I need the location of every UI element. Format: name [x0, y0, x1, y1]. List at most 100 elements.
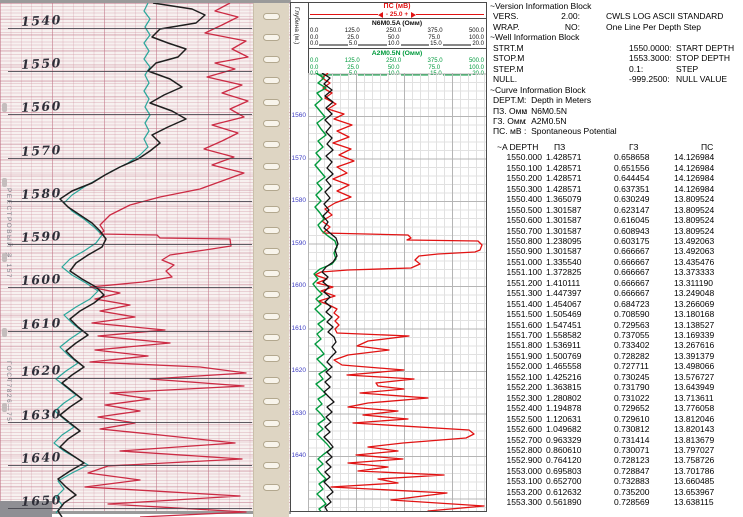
las-g3-cell: 0.658658: [614, 152, 650, 163]
scale-value: 75.0: [428, 64, 441, 71]
scale-value: 100.0: [468, 34, 484, 41]
las-description: STEP: [676, 63, 699, 74]
las-p3-cell: 1.547451: [546, 319, 582, 330]
las-ps-cell: 13.576727: [674, 371, 715, 382]
las-g3-cell: 0.708590: [614, 309, 650, 320]
las-ps-cell: 14.126984: [674, 162, 715, 173]
depth-tick-label: 1570: [291, 154, 306, 162]
las-table-row: 1550.900 1.301587 0.666667 13.492063: [489, 246, 743, 256]
las-p3-cell: 1.536911: [546, 340, 581, 351]
las-g3-cell: 0.630249: [614, 194, 650, 205]
las-p3-cell: 1.301587: [546, 225, 582, 236]
las-ps-cell: 13.713611: [674, 392, 714, 403]
las-depth-cell: 1553.300: [506, 497, 542, 508]
scale-value: 5.0: [348, 41, 358, 48]
scale-value: 15.0: [430, 41, 442, 48]
las-description: Spontaneous Potential: [531, 126, 617, 137]
las-depth-cell: 1552.200: [506, 382, 542, 393]
las-ps-cell: 13.809524: [674, 194, 715, 205]
las-depth-cell: 1551.600: [506, 319, 542, 330]
punch-hole: [263, 141, 280, 149]
las-depth-cell: 1552.300: [506, 392, 542, 403]
las-depth-cell: 1552.800: [506, 445, 542, 456]
punch-hole: [263, 483, 280, 491]
scale-value: 25.0: [347, 64, 359, 71]
scan-depth-line: [8, 244, 252, 245]
scale-value: 250.0: [386, 28, 402, 34]
las-table-row: 1550.300 1.428571 0.637351 14.126984: [489, 184, 743, 194]
scan-depth-line: [8, 28, 252, 29]
scan-depth-line: [8, 158, 252, 159]
las-g3-cell: 0.729563: [614, 319, 650, 330]
las-depth-cell: 1550.900: [506, 246, 542, 257]
las-g3-cell: 0.732883: [614, 476, 650, 487]
las-ps-cell: 13.776058: [674, 403, 715, 414]
scale-value: 0.0: [310, 34, 319, 41]
scale-value: 25.0: [347, 34, 359, 41]
scale-value: 75.0: [428, 34, 441, 41]
las-ps-cell: 13.249048: [674, 288, 715, 299]
las-mnemonic: WRAP.: [493, 21, 520, 32]
scale-row: 0.0 125.0 250.0 375.0 500.0: [308, 58, 486, 65]
las-p3-cell: 1.363815: [546, 382, 582, 393]
depth-gutter: Глубина (м.) 1560 1570 1580 1590 1600 1610 162…: [291, 3, 309, 511]
las-ps-cell: 13.266069: [674, 298, 715, 309]
las-table-row: 1552.200 1.363815 0.731790 13.643949: [489, 382, 743, 392]
las-p3-cell: 0.612632: [546, 486, 582, 497]
las-value: -999.2500:: [629, 74, 670, 85]
las-table-row: 1552.000 1.465558 0.727711 13.498066: [489, 361, 743, 371]
punch-hole: [263, 13, 280, 20]
las-depth-cell: 1551.000: [506, 256, 542, 267]
scan-gost-side-text: ГОСТ7826—75: [5, 361, 12, 423]
n6m05a-track-header: N6M0.5A (Омм) 0.0 125.0 250.0 375.0 500.0 0.0…: [308, 19, 486, 49]
las-colon: :: [524, 115, 532, 126]
scan-depth-label: 1610: [20, 314, 63, 333]
las-table-row: 1551.300 1.447397 0.666667 13.249048: [489, 288, 743, 298]
las-table-row: 1550.600 1.301587 0.616045 13.809524: [489, 215, 743, 225]
las-text-panel: ~Version Information Block VERS. 2.00: CWLS…: [489, 1, 743, 508]
scan-curves: [53, 3, 249, 517]
las-depth-cell: 1552.600: [506, 424, 542, 435]
las-p3-cell: 1.238095: [546, 235, 582, 246]
las-column-header: ПЗ: [554, 141, 566, 152]
las-depth-cell: 1552.100: [506, 371, 542, 382]
las-g3-cell: 0.651556: [614, 162, 650, 173]
punch-hole: [263, 184, 280, 192]
las-depth-cell: 1551.100: [506, 267, 542, 278]
las-table-row: 1552.500 1.120631 0.729610 13.812046: [489, 414, 743, 424]
depth-axis-label: Глубина (м.): [293, 7, 300, 45]
las-info-line: NULL. -999.2500: NULL VALUE: [489, 74, 743, 84]
punch-hole: [263, 162, 280, 170]
las-g3-cell: 0.666667: [614, 267, 650, 278]
a2m05n-track-header: A2M0.5N (Омм) 0.0 125.0 250.0 375.0 500.0 0.0…: [308, 49, 486, 77]
las-table-row: 1550.100 1.428571 0.651556 14.126984: [489, 163, 743, 173]
las-column-header: ~A DEPTH: [497, 141, 539, 152]
las-table-header: ~A DEPTH ПЗ ГЗ ПС: [489, 142, 743, 152]
las-ps-cell: 13.180168: [674, 309, 715, 320]
las-description: STOP DEPTH: [676, 53, 731, 64]
scale-value: 125.0: [344, 28, 360, 34]
scan-depth-label: 1640: [20, 448, 63, 467]
scan-depth-line: [8, 378, 252, 379]
punch-hole: [263, 355, 280, 363]
las-description: N6M0.5N: [531, 105, 567, 116]
scan-depth-line: [8, 422, 252, 423]
ps-track-header: ПС (мВ) - 25.0 +: [308, 3, 486, 19]
punch-hole: [263, 77, 280, 85]
las-ps-cell: 13.660485: [674, 476, 715, 487]
las-info-line: WRAP. NO: One Line Per Depth Step: [489, 22, 743, 32]
las-ps-cell: 13.267616: [674, 340, 715, 351]
punch-hole: [263, 334, 280, 341]
punch-hole: [263, 120, 280, 127]
las-g3-cell: 0.684723: [614, 298, 650, 309]
las-table-row: 1553.000 0.695803 0.728847 13.701786: [489, 466, 743, 476]
las-g3-cell: 0.730245: [614, 371, 650, 382]
las-ps-cell: 13.797027: [674, 445, 715, 456]
las-ps-cell: 13.653967: [674, 486, 715, 497]
las-ps-cell: 13.435476: [674, 256, 715, 267]
las-p3-cell: 1.365079: [546, 194, 582, 205]
depth-tick-label: 1640: [291, 452, 306, 459]
depth-tick-label: 1580: [291, 197, 306, 204]
las-g3-cell: 0.637351: [614, 183, 650, 194]
las-p3-cell: 1.428571: [546, 162, 582, 173]
